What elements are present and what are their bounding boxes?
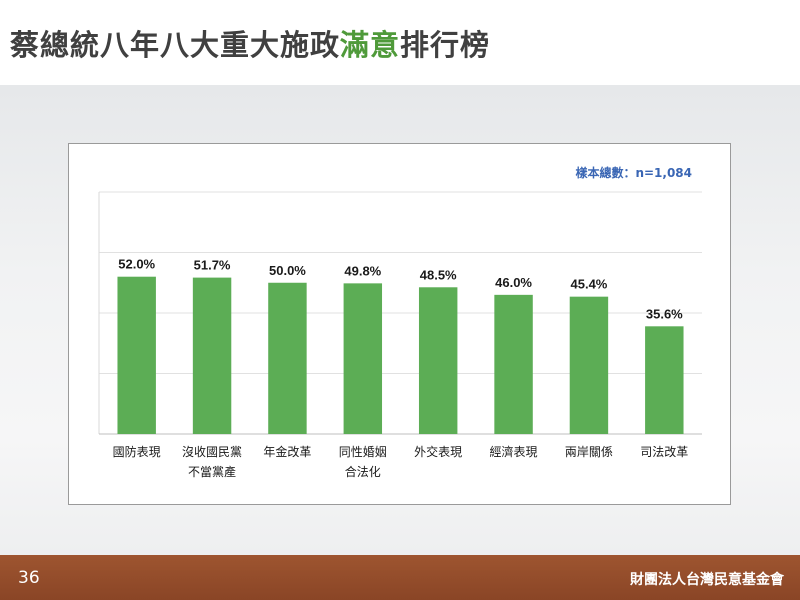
bar: [645, 326, 684, 434]
category-label: 合法化: [345, 464, 381, 479]
category-label: 經濟表現: [490, 444, 538, 459]
data-label: 46.0%: [495, 275, 532, 290]
data-label: 52.0%: [118, 257, 155, 272]
title-prefix: 蔡總統八年八大重大施政: [10, 28, 341, 62]
data-label: 35.6%: [646, 306, 683, 321]
category-label: 國防表現: [113, 444, 161, 459]
bar: [117, 276, 156, 434]
bar: [494, 294, 533, 434]
slide-header: 蔡總統八年八大重大施政滿意排行榜: [0, 0, 800, 85]
title-highlight: 滿意: [340, 28, 401, 62]
data-label: 45.4%: [571, 277, 608, 292]
category-label: 年金改革: [263, 444, 311, 459]
chart-panel: 樣本總數：n=1,084 52.0% 國防表現 51.7% 沒收國民黨不當黨產 50.0…: [68, 143, 731, 505]
category-label: 兩岸關係: [565, 445, 613, 459]
data-label: 48.5%: [420, 267, 457, 282]
bar: [418, 287, 458, 434]
bar: [192, 277, 232, 434]
bar: [268, 282, 307, 434]
bar: [569, 296, 609, 434]
organization-name: 財團法人台灣民意基金會: [630, 572, 784, 588]
slide-title: 蔡總統八年八大重大施政滿意排行榜: [10, 22, 490, 64]
data-label: 50.0%: [269, 263, 306, 278]
slide-footer: 36 財團法人台灣民意基金會: [0, 555, 800, 600]
page-number: 36: [18, 568, 40, 588]
category-label: 沒收國民黨: [182, 445, 242, 459]
data-label: 49.8%: [344, 263, 381, 278]
title-suffix: 排行榜: [400, 28, 491, 62]
category-label: 外交表現: [414, 444, 462, 459]
bar: [343, 283, 383, 434]
data-label: 51.7%: [194, 258, 231, 273]
category-label: 不當黨產: [188, 464, 236, 479]
category-label: 司法改革: [640, 445, 688, 459]
category-label: 同性婚姻: [339, 444, 387, 459]
sample-size-note: 樣本總數：n=1,084: [575, 166, 692, 180]
